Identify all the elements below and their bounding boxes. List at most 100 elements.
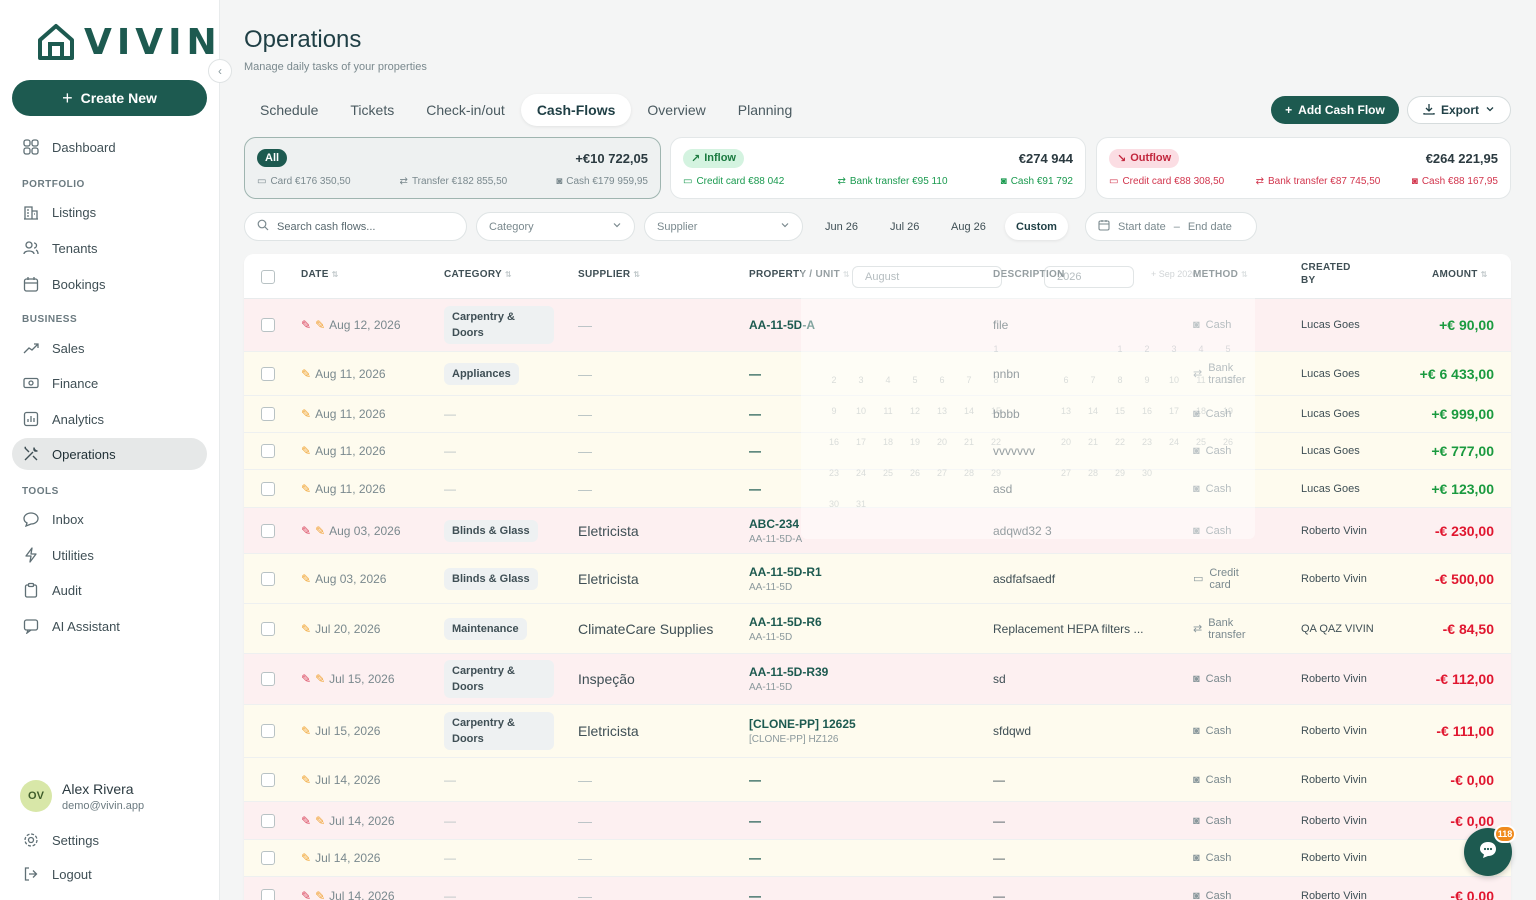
row-checkbox[interactable] xyxy=(261,604,275,653)
calendar-day[interactable]: 3 xyxy=(1171,344,1177,354)
row-checkbox[interactable] xyxy=(261,802,275,839)
calendar-day[interactable]: 30 xyxy=(1141,468,1152,478)
calendar-day[interactable]: 15 xyxy=(1114,406,1125,416)
calendar-day[interactable]: 25 xyxy=(1195,437,1206,447)
sidebar-item-operations[interactable]: Operations xyxy=(12,438,207,470)
summary-card-all[interactable]: All +€10 722,05 ▭ Card €176 350,50 ⇄ Trans… xyxy=(244,137,661,199)
tab-cash-flows[interactable]: Cash-Flows xyxy=(520,94,632,126)
calendar-day[interactable]: 4 xyxy=(1198,344,1204,354)
sidebar-item-listings[interactable]: Listings xyxy=(12,196,207,228)
table-row[interactable]: ✎ ✎ Aug 12, 2026 Carpentry & Doors — AA-11-5D… xyxy=(244,299,1511,352)
paperclip-icon[interactable]: ✎ xyxy=(301,888,312,900)
calendar-day[interactable]: 24 xyxy=(1168,437,1179,447)
row-property[interactable]: — xyxy=(749,888,761,900)
period-jul-26[interactable]: Jul 26 xyxy=(890,220,920,233)
sidebar-item-audit[interactable]: Audit xyxy=(12,574,207,606)
table-row[interactable]: ✎ Aug 11, 2026 — — — asd ◙ Cash Lucas Goes +€ 123… xyxy=(244,470,1511,508)
tab-tickets[interactable]: Tickets xyxy=(350,102,395,118)
calendar-day[interactable]: 21 xyxy=(963,437,974,447)
paperclip-icon[interactable]: ✎ xyxy=(301,813,312,828)
calendar-day[interactable]: 29 xyxy=(990,468,1001,478)
calendar-day[interactable]: 14 xyxy=(1087,406,1098,416)
period-jun-26[interactable]: Jun 26 xyxy=(825,220,859,233)
header-method[interactable]: METHOD ⇅ xyxy=(1193,269,1249,280)
search-input[interactable]: Search cash flows... xyxy=(244,212,467,241)
calendar-day[interactable]: 19 xyxy=(909,437,920,447)
row-checkbox[interactable] xyxy=(261,299,275,351)
calendar-day[interactable]: 8 xyxy=(1117,375,1123,385)
calendar-day[interactable]: 23 xyxy=(1141,437,1152,447)
calendar-day[interactable]: 25 xyxy=(882,468,893,478)
row-checkbox[interactable] xyxy=(261,654,275,704)
table-row[interactable]: ✎ ✎ Jul 14, 2026 — — — — ◙ Cash Roberto Vivin -€ 0… xyxy=(244,877,1511,900)
table-row[interactable]: ✎ Aug 11, 2026 — — — bbbb ◙ Cash Lucas Goes +€ 99… xyxy=(244,396,1511,433)
row-property[interactable]: AA-11-5D-R1 AA-11-5D xyxy=(749,564,822,593)
calendar-day[interactable]: 23 xyxy=(828,468,839,478)
calendar-day[interactable]: 11 xyxy=(883,406,893,416)
row-property[interactable]: — xyxy=(749,772,761,787)
tab-planning[interactable]: Planning xyxy=(737,102,793,118)
sidebar-item-bookings[interactable]: Bookings xyxy=(12,268,207,300)
tab-check-in-out[interactable]: Check-in/out xyxy=(426,102,505,118)
sidebar-item-tenants[interactable]: Tenants xyxy=(12,232,207,264)
calendar-day[interactable]: 28 xyxy=(1087,468,1098,478)
header-description[interactable]: DESCRIPTION xyxy=(993,269,1065,280)
table-row[interactable]: ✎ ✎ Jul 14, 2026 — — — — ◙ Cash Roberto Vivin -€ 0… xyxy=(244,802,1511,840)
select-all-checkbox[interactable] xyxy=(261,270,275,284)
calendar-day[interactable]: 2 xyxy=(1144,344,1150,354)
paperclip-icon[interactable]: ✎ xyxy=(301,318,312,332)
calendar-day[interactable]: 16 xyxy=(1141,406,1152,416)
row-checkbox[interactable] xyxy=(261,554,275,603)
row-checkbox[interactable] xyxy=(261,877,275,900)
table-row[interactable]: ✎ Jul 20, 2026 Maintenance ClimateCare Supp… xyxy=(244,604,1511,654)
calendar-day[interactable]: 27 xyxy=(936,468,947,478)
calendar-day[interactable]: 2 xyxy=(831,375,837,385)
row-property[interactable]: — xyxy=(749,813,761,828)
header-date[interactable]: DATE ⇅ xyxy=(301,269,339,280)
calendar-day[interactable]: 1 xyxy=(993,344,999,354)
calendar-day[interactable]: 16 xyxy=(828,437,839,447)
calendar-day[interactable]: 31 xyxy=(855,499,866,509)
calendar-day[interactable]: 14 xyxy=(963,406,974,416)
row-checkbox[interactable] xyxy=(261,758,275,801)
edit-icon[interactable]: ✎ xyxy=(301,621,312,636)
calendar-day[interactable]: 8 xyxy=(993,375,999,385)
row-checkbox[interactable] xyxy=(261,433,275,469)
calendar-day[interactable]: 30 xyxy=(828,499,839,509)
period-custom[interactable]: Custom xyxy=(1005,213,1068,240)
calendar-day[interactable]: 12 xyxy=(1222,375,1233,385)
table-row[interactable]: ✎ ✎ Aug 03, 2026 Blinds & Glass Eletricista A… xyxy=(244,508,1511,554)
edit-icon[interactable]: ✎ xyxy=(301,407,312,421)
sidebar-item-utilities[interactable]: Utilities xyxy=(12,539,207,571)
row-checkbox[interactable] xyxy=(261,470,275,507)
calendar-day[interactable]: 24 xyxy=(855,468,866,478)
calendar-day[interactable]: 15 xyxy=(990,406,1001,416)
header-amount[interactable]: AMOUNT ⇅ xyxy=(1432,269,1488,280)
table-row[interactable]: ✎ Jul 15, 2026 Carpentry & Doors Eletricist… xyxy=(244,705,1511,758)
category-select[interactable]: Category xyxy=(476,212,635,241)
header-property[interactable]: PROPERTY / UNIT ⇅ xyxy=(749,269,851,280)
edit-icon[interactable]: ✎ xyxy=(315,888,326,900)
settings-link[interactable]: Settings xyxy=(12,824,207,856)
calendar-day[interactable]: 20 xyxy=(1060,437,1071,447)
calendar-day[interactable]: 3 xyxy=(858,375,864,385)
edit-icon[interactable]: ✎ xyxy=(315,813,326,828)
calendar-day[interactable]: 20 xyxy=(936,437,947,447)
table-row[interactable]: ✎ Aug 11, 2026 — — — vvvvvvv ◙ Cash Lucas Goes +€… xyxy=(244,433,1511,470)
calendar-day[interactable]: 22 xyxy=(1114,437,1125,447)
sidebar-item-finance[interactable]: Finance xyxy=(12,367,207,399)
sidebar-item-ai-assistant[interactable]: AI Assistant xyxy=(12,610,207,642)
calendar-day[interactable]: 22 xyxy=(990,437,1001,447)
edit-icon[interactable]: ✎ xyxy=(315,318,326,332)
edit-icon[interactable]: ✎ xyxy=(315,523,326,538)
calendar-day[interactable]: 6 xyxy=(1063,375,1069,385)
calendar-day[interactable]: 5 xyxy=(912,375,918,385)
calendar-day[interactable]: 10 xyxy=(855,406,866,416)
row-property[interactable]: AA-11-5D-R39 AA-11-5D xyxy=(749,665,829,693)
calendar-day[interactable]: 17 xyxy=(855,437,866,447)
date-range-input[interactable]: Start date – End date xyxy=(1085,212,1257,241)
logout-link[interactable]: Logout xyxy=(12,858,207,890)
row-property[interactable]: — xyxy=(749,366,761,381)
sidebar-item-dashboard[interactable]: Dashboard xyxy=(12,131,207,163)
